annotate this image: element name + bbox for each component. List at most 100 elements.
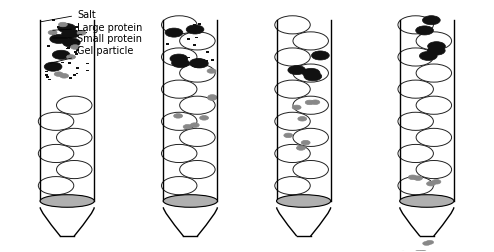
Circle shape [275, 113, 310, 131]
Circle shape [56, 161, 92, 179]
Circle shape [162, 113, 197, 131]
Text: Small protein: Small protein [53, 34, 142, 44]
Ellipse shape [277, 195, 331, 207]
Circle shape [71, 46, 80, 50]
Text: Salt: Salt [41, 10, 96, 23]
Bar [75, 54, 78, 55]
Bar [76, 68, 79, 69]
Circle shape [44, 63, 62, 72]
Circle shape [180, 33, 215, 51]
Circle shape [427, 182, 435, 186]
Bar [187, 57, 190, 59]
Circle shape [275, 81, 310, 99]
Bar [50, 68, 53, 69]
Circle shape [180, 65, 215, 83]
Circle shape [180, 161, 215, 179]
Bar [86, 71, 89, 72]
Circle shape [399, 251, 407, 252]
Bar [76, 50, 79, 52]
Bar [166, 44, 169, 46]
Circle shape [58, 23, 67, 28]
Bar [195, 37, 198, 39]
Circle shape [180, 129, 215, 147]
Circle shape [398, 17, 433, 35]
Circle shape [312, 52, 329, 61]
Bar [187, 39, 190, 40]
Circle shape [416, 65, 452, 83]
Circle shape [302, 69, 320, 78]
Circle shape [398, 81, 433, 99]
Circle shape [419, 250, 427, 252]
Bar [74, 75, 76, 77]
Circle shape [174, 114, 183, 119]
Circle shape [298, 117, 307, 121]
Circle shape [422, 17, 440, 26]
Circle shape [50, 35, 68, 44]
Bar [51, 34, 54, 36]
Circle shape [180, 97, 215, 115]
Circle shape [398, 113, 433, 131]
Circle shape [56, 97, 92, 115]
Circle shape [398, 145, 433, 163]
Circle shape [67, 55, 76, 60]
Bar [69, 78, 72, 80]
Bar [205, 61, 208, 62]
Circle shape [419, 52, 437, 61]
Circle shape [293, 97, 329, 115]
Bar [195, 31, 198, 32]
Bar [74, 31, 77, 33]
Bar [67, 48, 70, 49]
Text: Large protein: Large protein [53, 23, 142, 33]
Circle shape [183, 125, 192, 130]
Bar [57, 27, 60, 28]
Circle shape [162, 177, 197, 195]
Circle shape [293, 161, 329, 179]
Circle shape [428, 43, 446, 51]
Circle shape [190, 59, 207, 68]
Circle shape [427, 47, 445, 56]
Bar [67, 25, 70, 27]
Circle shape [296, 146, 305, 151]
Circle shape [422, 241, 431, 245]
Circle shape [162, 81, 197, 99]
Circle shape [207, 97, 216, 101]
Circle shape [58, 24, 76, 34]
Bar [206, 52, 209, 53]
Circle shape [311, 101, 320, 105]
Circle shape [304, 73, 322, 81]
Bar [75, 27, 78, 29]
Circle shape [305, 101, 314, 105]
Ellipse shape [400, 195, 454, 207]
Circle shape [62, 30, 80, 39]
Circle shape [284, 134, 293, 138]
Circle shape [416, 161, 452, 179]
Circle shape [288, 66, 306, 75]
Circle shape [39, 113, 74, 131]
Circle shape [275, 49, 310, 67]
Circle shape [190, 123, 199, 128]
Circle shape [62, 39, 80, 48]
Circle shape [408, 175, 417, 180]
Circle shape [54, 73, 63, 77]
Circle shape [416, 129, 452, 147]
Circle shape [292, 106, 301, 110]
Circle shape [398, 177, 433, 195]
Bar [68, 63, 71, 64]
Bar [45, 75, 48, 76]
Circle shape [398, 49, 433, 67]
Circle shape [293, 65, 329, 83]
Circle shape [171, 59, 189, 68]
Circle shape [60, 74, 69, 79]
Bar [210, 60, 213, 61]
Bar [74, 52, 77, 53]
Bar [82, 31, 85, 33]
Bar [47, 46, 50, 48]
Bar [48, 79, 51, 81]
Circle shape [52, 51, 70, 60]
Circle shape [186, 26, 204, 35]
Ellipse shape [163, 195, 217, 207]
Circle shape [200, 116, 208, 121]
Circle shape [293, 33, 329, 51]
Circle shape [191, 60, 208, 69]
Circle shape [207, 70, 216, 74]
